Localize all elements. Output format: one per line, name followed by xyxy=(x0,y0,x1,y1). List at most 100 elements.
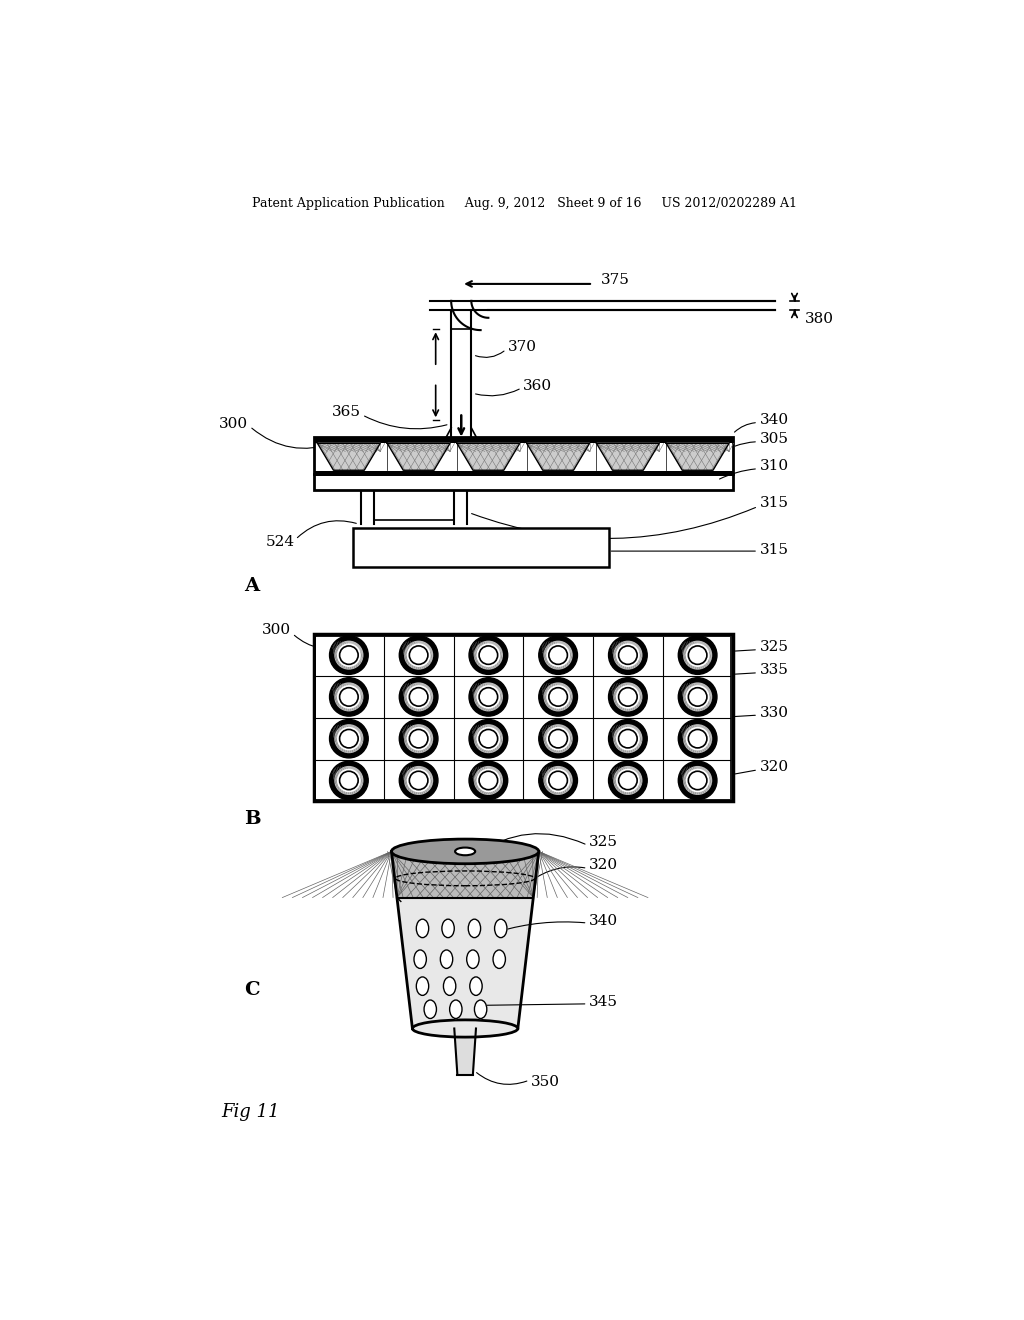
Circle shape xyxy=(404,682,432,710)
Circle shape xyxy=(338,686,360,708)
Circle shape xyxy=(338,727,360,750)
Circle shape xyxy=(614,725,642,752)
Circle shape xyxy=(477,727,500,750)
Circle shape xyxy=(544,767,572,795)
Circle shape xyxy=(343,733,355,744)
Circle shape xyxy=(330,719,369,758)
Circle shape xyxy=(691,733,703,744)
Circle shape xyxy=(686,770,709,792)
Circle shape xyxy=(614,682,642,710)
Circle shape xyxy=(614,767,642,795)
Circle shape xyxy=(684,682,712,710)
Circle shape xyxy=(330,677,369,717)
Circle shape xyxy=(330,636,369,675)
Ellipse shape xyxy=(468,919,480,937)
Text: 310: 310 xyxy=(760,459,788,474)
Text: 370: 370 xyxy=(508,341,537,354)
Circle shape xyxy=(469,719,508,758)
Circle shape xyxy=(552,775,564,787)
Circle shape xyxy=(482,733,495,744)
Circle shape xyxy=(552,649,564,661)
Circle shape xyxy=(539,677,578,717)
Circle shape xyxy=(622,690,634,704)
Circle shape xyxy=(469,636,508,675)
Circle shape xyxy=(684,725,712,752)
Text: B: B xyxy=(244,810,260,828)
Ellipse shape xyxy=(417,919,429,937)
Circle shape xyxy=(408,770,430,792)
Text: 340: 340 xyxy=(760,413,788,428)
Ellipse shape xyxy=(442,919,455,937)
Text: 350: 350 xyxy=(531,1076,560,1089)
Ellipse shape xyxy=(493,950,506,969)
Circle shape xyxy=(616,644,639,667)
Ellipse shape xyxy=(470,977,482,995)
Ellipse shape xyxy=(417,977,429,995)
Ellipse shape xyxy=(467,950,479,969)
Ellipse shape xyxy=(440,950,453,969)
Text: 330: 330 xyxy=(760,706,788,719)
Polygon shape xyxy=(391,851,539,898)
Text: 300: 300 xyxy=(261,623,291,636)
Circle shape xyxy=(684,642,712,669)
Circle shape xyxy=(343,649,355,661)
Polygon shape xyxy=(457,444,520,470)
Ellipse shape xyxy=(455,847,475,855)
Circle shape xyxy=(678,636,717,675)
Circle shape xyxy=(539,719,578,758)
Ellipse shape xyxy=(413,1020,518,1038)
Circle shape xyxy=(413,649,425,661)
Circle shape xyxy=(547,644,569,667)
Text: 375: 375 xyxy=(601,273,630,286)
Circle shape xyxy=(469,677,508,717)
Circle shape xyxy=(413,733,425,744)
Circle shape xyxy=(413,775,425,787)
Ellipse shape xyxy=(495,919,507,937)
Circle shape xyxy=(477,644,500,667)
Circle shape xyxy=(474,767,503,795)
Circle shape xyxy=(616,727,639,750)
Bar xyxy=(314,471,732,475)
Bar xyxy=(316,636,730,799)
Polygon shape xyxy=(526,444,590,470)
Circle shape xyxy=(330,762,369,800)
Text: Fig 11: Fig 11 xyxy=(221,1102,280,1121)
Polygon shape xyxy=(391,851,539,1028)
Text: 305: 305 xyxy=(760,433,788,446)
Circle shape xyxy=(399,636,438,675)
Text: 325: 325 xyxy=(589,836,618,849)
Ellipse shape xyxy=(391,840,539,863)
Circle shape xyxy=(686,727,709,750)
Circle shape xyxy=(614,642,642,669)
Circle shape xyxy=(474,682,503,710)
Circle shape xyxy=(608,762,647,800)
Circle shape xyxy=(408,644,430,667)
Circle shape xyxy=(622,733,634,744)
Circle shape xyxy=(608,636,647,675)
Polygon shape xyxy=(597,444,659,470)
Circle shape xyxy=(413,690,425,704)
Bar xyxy=(314,437,732,474)
Circle shape xyxy=(547,686,569,708)
Circle shape xyxy=(482,649,495,661)
Circle shape xyxy=(678,719,717,758)
Circle shape xyxy=(343,690,355,704)
Circle shape xyxy=(539,762,578,800)
Circle shape xyxy=(404,642,432,669)
Circle shape xyxy=(404,767,432,795)
Text: 325: 325 xyxy=(760,640,788,655)
Text: 345: 345 xyxy=(589,994,618,1008)
Circle shape xyxy=(408,686,430,708)
Circle shape xyxy=(399,719,438,758)
Polygon shape xyxy=(455,1028,476,1074)
Text: 360: 360 xyxy=(523,379,552,392)
Circle shape xyxy=(552,733,564,744)
Circle shape xyxy=(686,686,709,708)
Circle shape xyxy=(338,644,360,667)
Circle shape xyxy=(408,727,430,750)
Circle shape xyxy=(608,677,647,717)
Text: Patent Application Publication     Aug. 9, 2012   Sheet 9 of 16     US 2012/0202: Patent Application Publication Aug. 9, 2… xyxy=(252,197,798,210)
Circle shape xyxy=(608,719,647,758)
Circle shape xyxy=(482,690,495,704)
Circle shape xyxy=(338,770,360,792)
